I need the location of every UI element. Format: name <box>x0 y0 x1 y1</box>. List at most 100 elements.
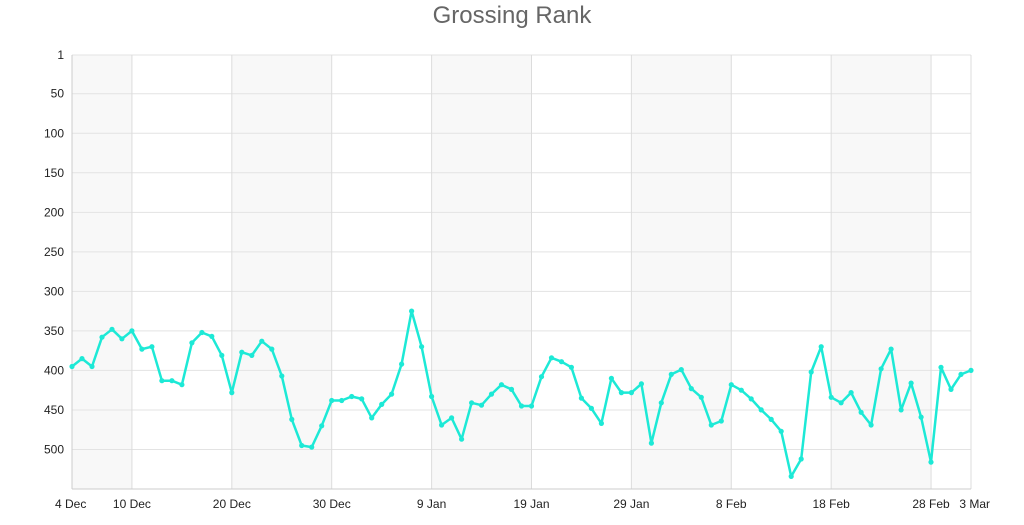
data-point <box>778 428 784 434</box>
data-point <box>109 326 115 332</box>
data-point <box>259 338 265 344</box>
x-tick-label: 8 Feb <box>716 497 747 511</box>
data-point <box>808 369 814 375</box>
data-point <box>469 400 475 406</box>
x-tick-label: 28 Feb <box>912 497 950 511</box>
data-point <box>598 420 605 426</box>
data-point <box>439 422 445 428</box>
data-point <box>279 373 285 379</box>
data-point <box>219 352 225 358</box>
data-point <box>79 356 85 362</box>
data-point <box>898 407 904 413</box>
data-point <box>648 440 655 446</box>
data-point <box>908 380 914 386</box>
data-point <box>868 422 874 428</box>
data-point <box>858 409 864 415</box>
data-point <box>948 386 954 392</box>
data-point <box>149 344 155 350</box>
data-point <box>69 363 75 370</box>
data-point <box>329 397 335 404</box>
data-point <box>748 396 754 402</box>
x-axis-ticks: 4 Dec 10 Dec 20 Dec 30 Dec 9 Jan 19 Jan 29 Jan… <box>55 497 990 511</box>
data-point <box>369 415 375 421</box>
x-tick-label: 9 Jan <box>417 497 446 511</box>
data-point <box>588 405 595 411</box>
data-point <box>548 355 555 361</box>
x-tick-label: 18 Feb <box>812 497 850 511</box>
data-point <box>389 391 395 397</box>
data-point <box>938 364 944 370</box>
data-point <box>488 391 495 397</box>
x-tick-label: 10 Dec <box>113 497 151 511</box>
data-point <box>399 361 405 367</box>
y-tick-label: 300 <box>44 284 64 298</box>
y-tick-label: 50 <box>51 87 65 101</box>
x-tick-label: 29 Jan <box>613 497 649 511</box>
data-point <box>349 393 355 400</box>
data-point <box>498 382 505 388</box>
data-point <box>359 396 365 402</box>
x-tick-label: 4 Dec <box>55 497 86 511</box>
data-point <box>918 414 924 420</box>
y-tick-label: 1 <box>57 48 64 62</box>
data-point <box>658 400 664 406</box>
data-point <box>768 416 774 422</box>
date-band <box>72 55 132 489</box>
data-point <box>89 363 95 370</box>
date-band <box>431 55 532 489</box>
data-point <box>878 366 884 372</box>
data-point <box>139 346 145 352</box>
data-point <box>129 328 135 334</box>
y-tick-label: 150 <box>44 166 64 180</box>
data-point <box>309 444 315 450</box>
data-point <box>568 364 575 370</box>
data-point <box>239 349 245 355</box>
data-point <box>449 415 455 421</box>
y-tick-label: 500 <box>44 442 64 456</box>
data-point <box>289 416 295 422</box>
data-point <box>848 390 854 396</box>
data-point <box>209 333 215 339</box>
data-point <box>678 367 684 373</box>
y-tick-label: 400 <box>44 363 64 377</box>
data-point <box>628 390 635 396</box>
data-point <box>618 390 625 396</box>
data-point <box>419 344 425 350</box>
data-point <box>199 329 205 336</box>
data-point <box>608 375 615 381</box>
data-point <box>958 371 964 377</box>
data-point <box>838 400 844 406</box>
data-point <box>578 395 585 401</box>
data-point <box>708 422 714 428</box>
y-tick-label: 200 <box>44 205 64 219</box>
data-point <box>638 381 645 387</box>
data-point <box>229 390 235 396</box>
data-point <box>508 386 515 392</box>
data-point <box>528 403 535 409</box>
data-point <box>339 397 345 404</box>
data-point <box>818 344 824 350</box>
data-point <box>409 308 415 314</box>
data-point <box>518 403 525 409</box>
data-point <box>788 473 794 479</box>
data-point <box>968 367 974 373</box>
x-tick-label: 19 Jan <box>513 497 549 511</box>
data-point <box>159 378 165 384</box>
data-point <box>119 336 125 342</box>
x-tick-label: 3 Mar <box>959 497 990 511</box>
data-point <box>319 423 325 429</box>
data-point <box>269 346 275 352</box>
y-tick-label: 250 <box>44 245 64 259</box>
data-point <box>558 359 565 365</box>
series-group <box>69 308 974 479</box>
data-point <box>459 436 465 442</box>
y-tick-label: 450 <box>44 403 64 417</box>
data-point <box>538 374 545 380</box>
data-point <box>698 394 704 400</box>
date-band <box>831 55 932 489</box>
data-point <box>189 340 195 346</box>
data-point <box>718 418 724 424</box>
data-point <box>179 382 185 388</box>
